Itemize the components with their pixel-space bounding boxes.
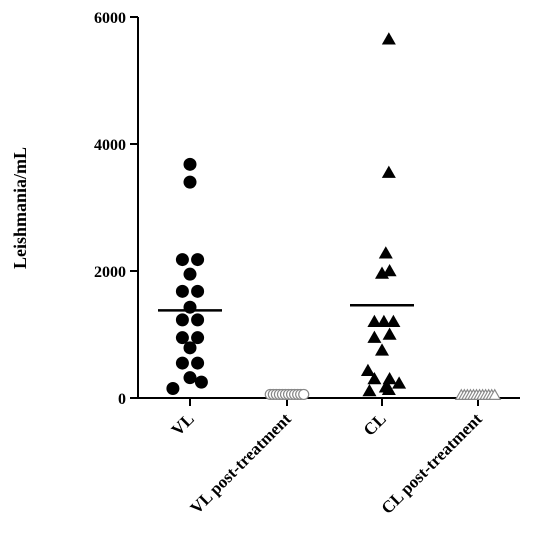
data-point	[183, 267, 197, 281]
data-point	[392, 376, 407, 389]
data-point	[367, 330, 382, 343]
y-tick-label: 6000	[94, 10, 126, 27]
data-point	[367, 314, 382, 328]
data-point	[382, 264, 397, 277]
data-point	[386, 314, 401, 328]
x-tick-label: VL	[168, 409, 198, 439]
data-point	[191, 356, 205, 370]
y-tick-label: 2000	[94, 264, 126, 281]
data-point	[375, 343, 389, 356]
data-point	[376, 314, 391, 328]
data-point	[378, 246, 393, 259]
mean-lines	[158, 304, 414, 312]
data-point	[367, 371, 382, 385]
y-tick-label: 4000	[94, 137, 126, 154]
data-point	[183, 175, 197, 189]
data-point	[175, 253, 189, 267]
data-point	[191, 284, 205, 298]
data-point	[183, 157, 197, 171]
data-point	[362, 384, 377, 397]
y-ticks: 0 2000 4000 6000	[94, 10, 138, 408]
data-point	[175, 313, 189, 327]
data-point	[191, 331, 205, 345]
data-point	[381, 32, 396, 45]
data-point	[191, 313, 205, 327]
data-point	[381, 382, 396, 395]
y-tick-label: 0	[118, 391, 126, 408]
data-point	[360, 363, 375, 376]
data-point	[194, 375, 208, 389]
data-point	[191, 253, 205, 267]
data-point	[175, 356, 189, 370]
data-point	[298, 388, 310, 401]
x-tick-label: VL post-treatment	[186, 409, 295, 518]
data-marks	[166, 32, 502, 401]
data-point	[183, 300, 197, 314]
data-point	[488, 388, 502, 400]
x-tick-label: CL post-treatment	[377, 409, 486, 518]
data-point	[183, 341, 197, 355]
data-point	[183, 371, 197, 385]
data-point	[382, 327, 397, 340]
y-axis-title: Leishmania/mL	[10, 147, 30, 269]
data-point	[166, 381, 180, 395]
x-tick-label: CL	[360, 409, 390, 439]
data-point	[175, 331, 189, 345]
data-point	[175, 284, 189, 298]
data-point	[381, 165, 396, 178]
